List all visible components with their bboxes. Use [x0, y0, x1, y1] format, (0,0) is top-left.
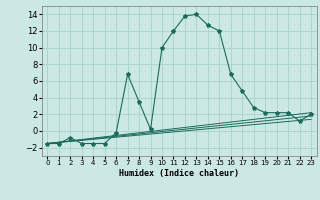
X-axis label: Humidex (Indice chaleur): Humidex (Indice chaleur) [119, 169, 239, 178]
